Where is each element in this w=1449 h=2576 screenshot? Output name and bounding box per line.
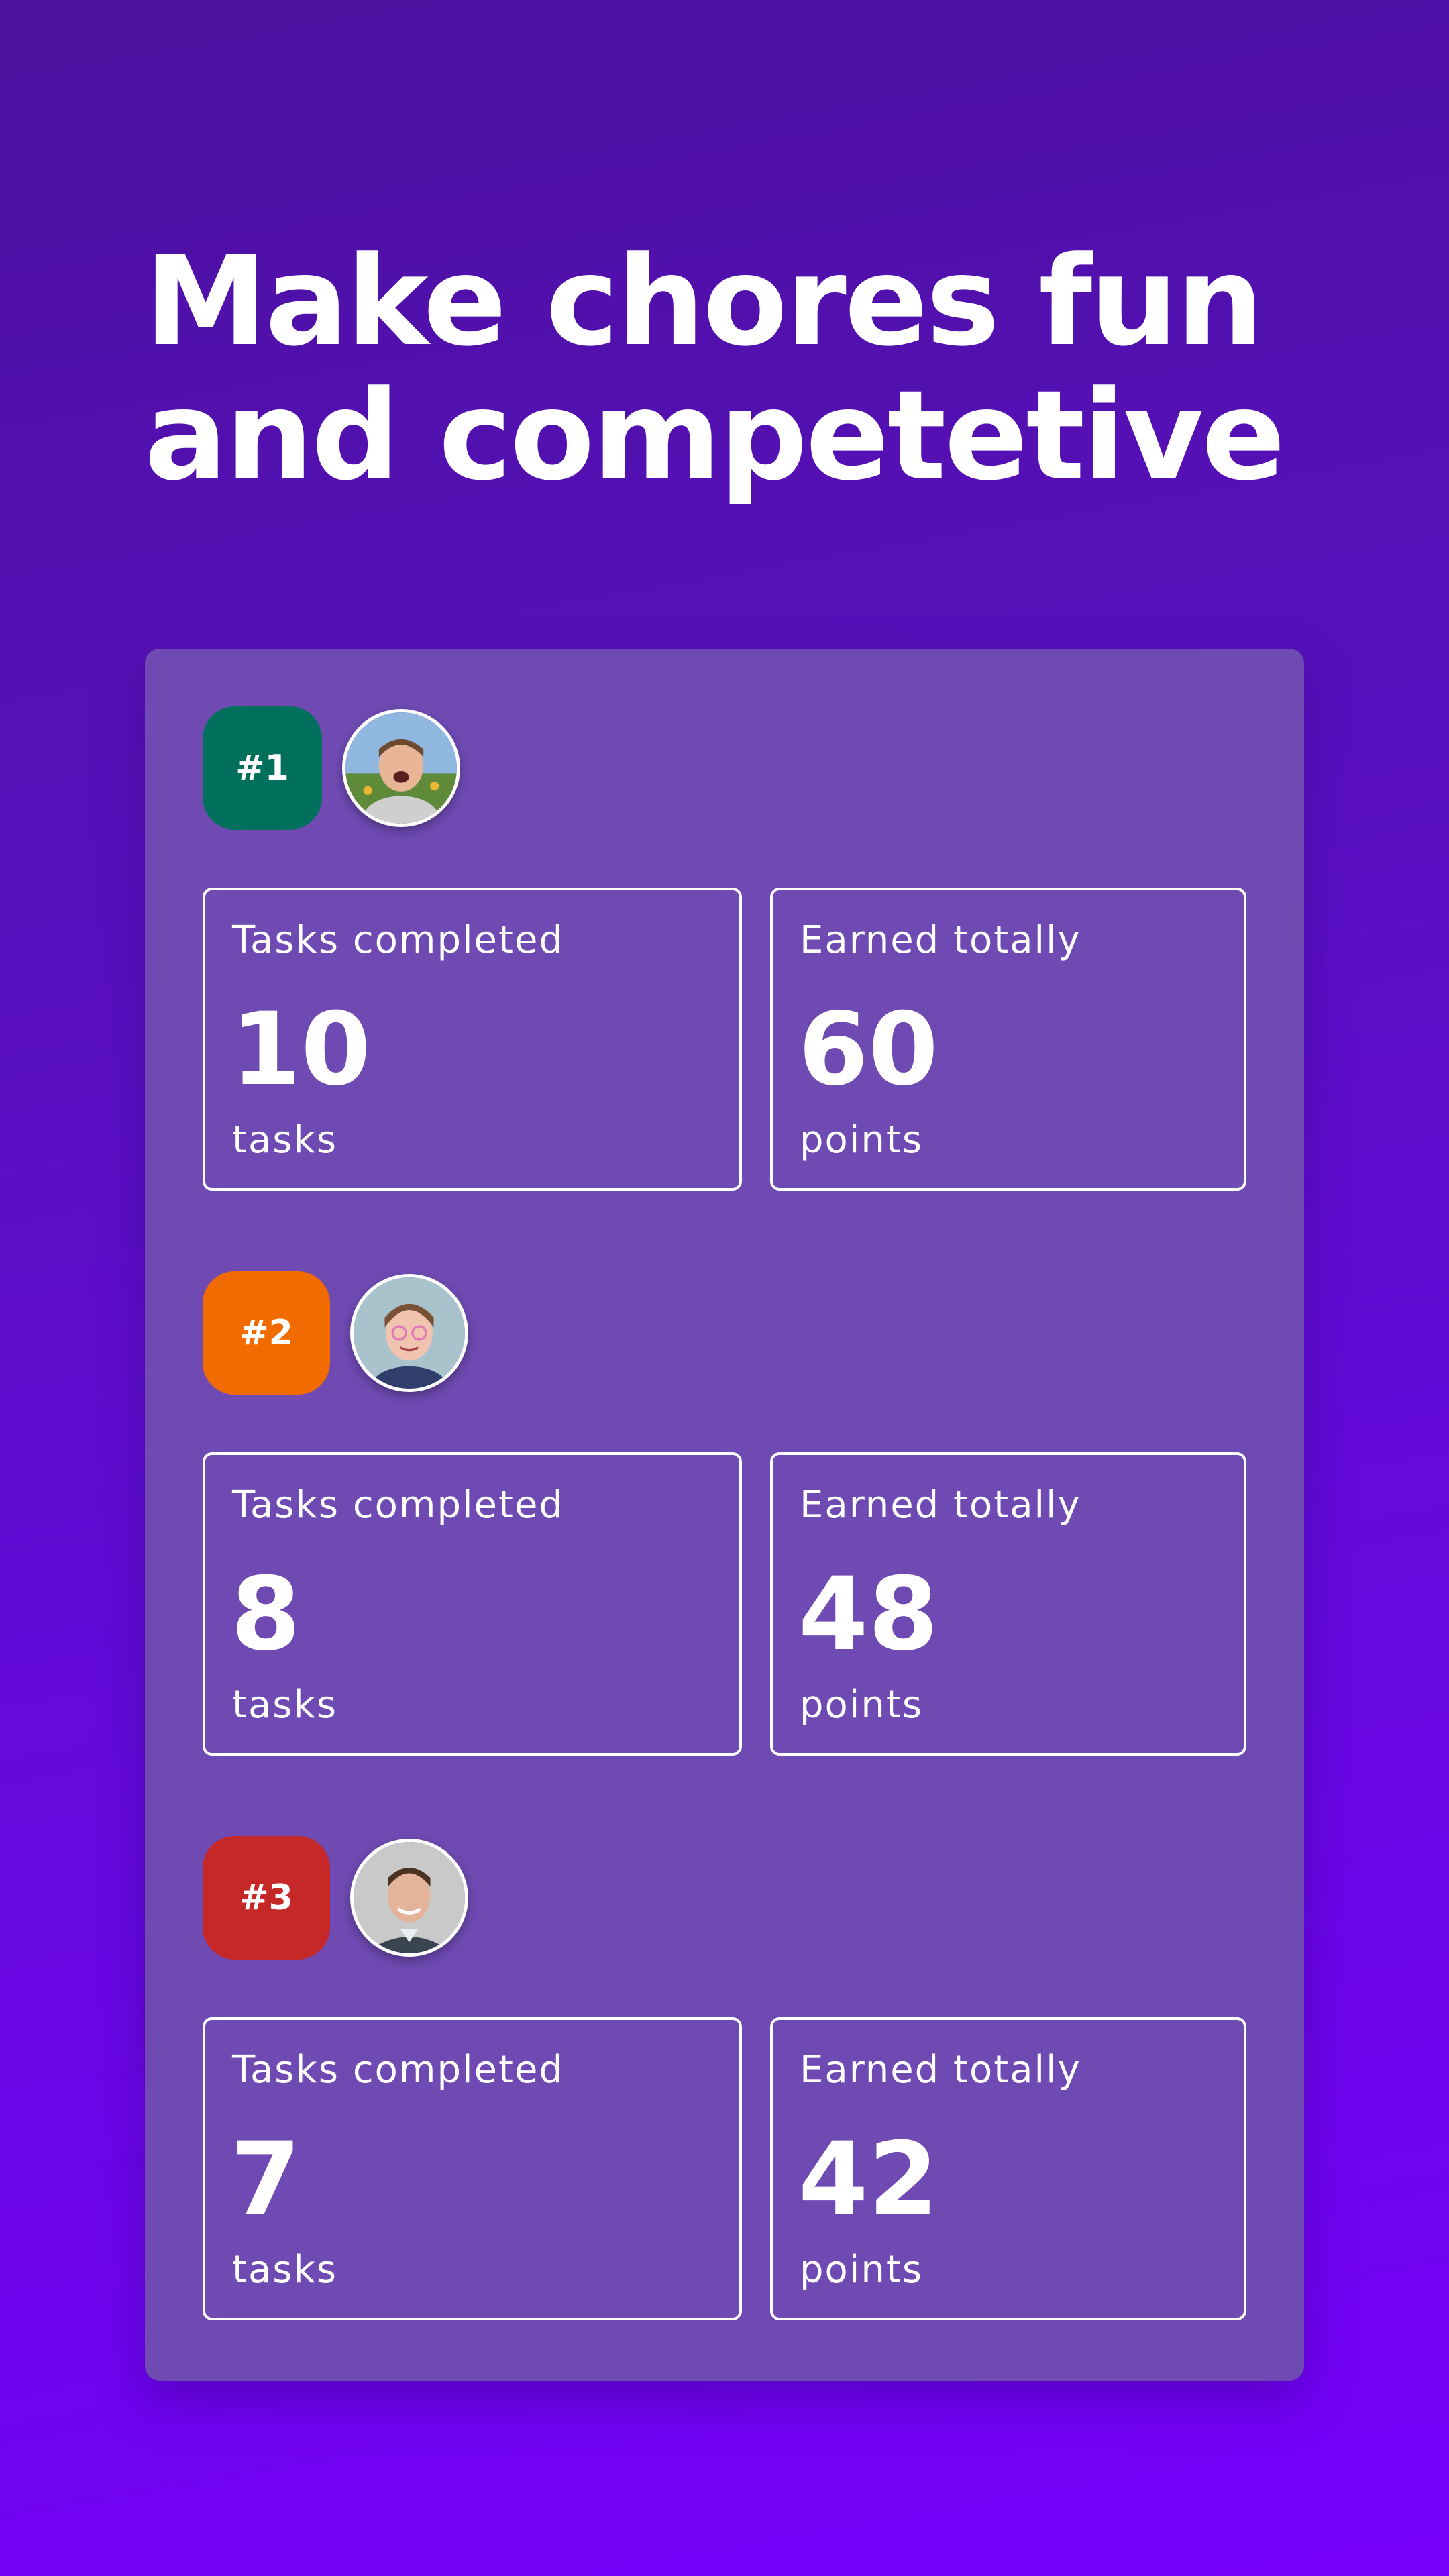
leaderboard-entry-3: #3 Tasks completed 7 tasks Earned totall… <box>203 1836 1246 2326</box>
entry-header: #2 <box>203 1271 468 1395</box>
boy-avatar-icon <box>342 709 460 827</box>
entry-header: #1 <box>203 706 460 830</box>
man-avatar-icon <box>350 1839 468 1957</box>
tasks-completed-label: Tasks completed <box>232 2048 564 2092</box>
girl-avatar-icon <box>350 1274 468 1392</box>
tasks-completed-card: Tasks completed 8 tasks <box>203 1452 742 1756</box>
man-avatar-image <box>354 1842 465 1953</box>
tasks-completed-value: 10 <box>231 991 371 1108</box>
rank-badge: #1 <box>203 706 322 830</box>
rank-badge: #3 <box>203 1836 330 1960</box>
earned-totally-card: Earned totally 42 points <box>770 2017 1246 2320</box>
entry-header: #3 <box>203 1836 468 1960</box>
points-unit: points <box>800 2248 923 2292</box>
points-unit: points <box>800 1683 923 1727</box>
earned-totally-card: Earned totally 48 points <box>770 1452 1246 1756</box>
headline-line-1: Make chores fun <box>144 230 1264 374</box>
earned-totally-card: Earned totally 60 points <box>770 888 1246 1191</box>
leaderboard-entry-2: #2 Tasks completed 8 tasks Earned totall… <box>203 1271 1246 1761</box>
rank-badge: #2 <box>203 1271 330 1395</box>
earned-totally-value: 42 <box>798 2121 938 2238</box>
girl-avatar-image <box>354 1277 465 1389</box>
boy-avatar-image <box>345 712 457 824</box>
headline-line-2: and competetive <box>144 364 1285 508</box>
page-headline: Make chores fun and competetive <box>144 235 1352 503</box>
leaderboard-card: #1 Tasks completed 10 tasks Earned total… <box>145 649 1304 2381</box>
earned-totally-value: 48 <box>798 1556 938 1673</box>
earned-totally-label: Earned totally <box>800 1483 1081 1527</box>
tasks-completed-card: Tasks completed 7 tasks <box>203 2017 742 2320</box>
tasks-unit: tasks <box>232 1683 338 1727</box>
leaderboard-entry-1: #1 Tasks completed 10 tasks Earned total… <box>203 706 1246 1196</box>
tasks-completed-value: 7 <box>231 2121 301 2238</box>
earned-totally-label: Earned totally <box>800 918 1081 962</box>
tasks-completed-label: Tasks completed <box>232 1483 564 1527</box>
tasks-completed-card: Tasks completed 10 tasks <box>203 888 742 1191</box>
points-unit: points <box>800 1118 923 1162</box>
tasks-unit: tasks <box>232 1118 338 1162</box>
tasks-unit: tasks <box>232 2248 338 2292</box>
tasks-completed-label: Tasks completed <box>232 918 564 962</box>
earned-totally-label: Earned totally <box>800 2048 1081 2092</box>
earned-totally-value: 60 <box>798 991 938 1108</box>
tasks-completed-value: 8 <box>231 1556 301 1673</box>
